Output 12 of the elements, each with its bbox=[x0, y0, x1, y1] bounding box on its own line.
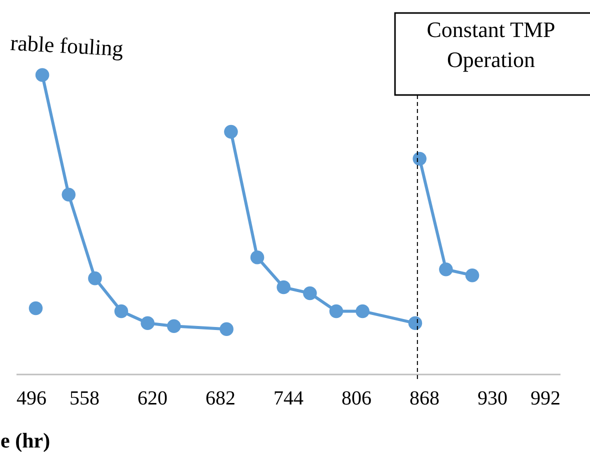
x-tick-label: 868 bbox=[410, 388, 440, 410]
x-tick-label: 930 bbox=[478, 388, 508, 410]
text: rable fouling bbox=[10, 30, 124, 61]
x-tick-label: 620 bbox=[138, 388, 168, 410]
ref-line-label: Constant TMP Operation bbox=[426, 17, 556, 72]
x-axis-title: e (hr) bbox=[0, 428, 50, 452]
x-tick-label: 744 bbox=[274, 388, 304, 410]
x-tick-label: 806 bbox=[342, 388, 372, 410]
x-tick-label: 496 bbox=[16, 388, 46, 410]
x-tick-label: 992 bbox=[530, 388, 560, 410]
x-tick-label: 558 bbox=[70, 388, 100, 410]
x-tick-label: 682 bbox=[206, 388, 236, 410]
